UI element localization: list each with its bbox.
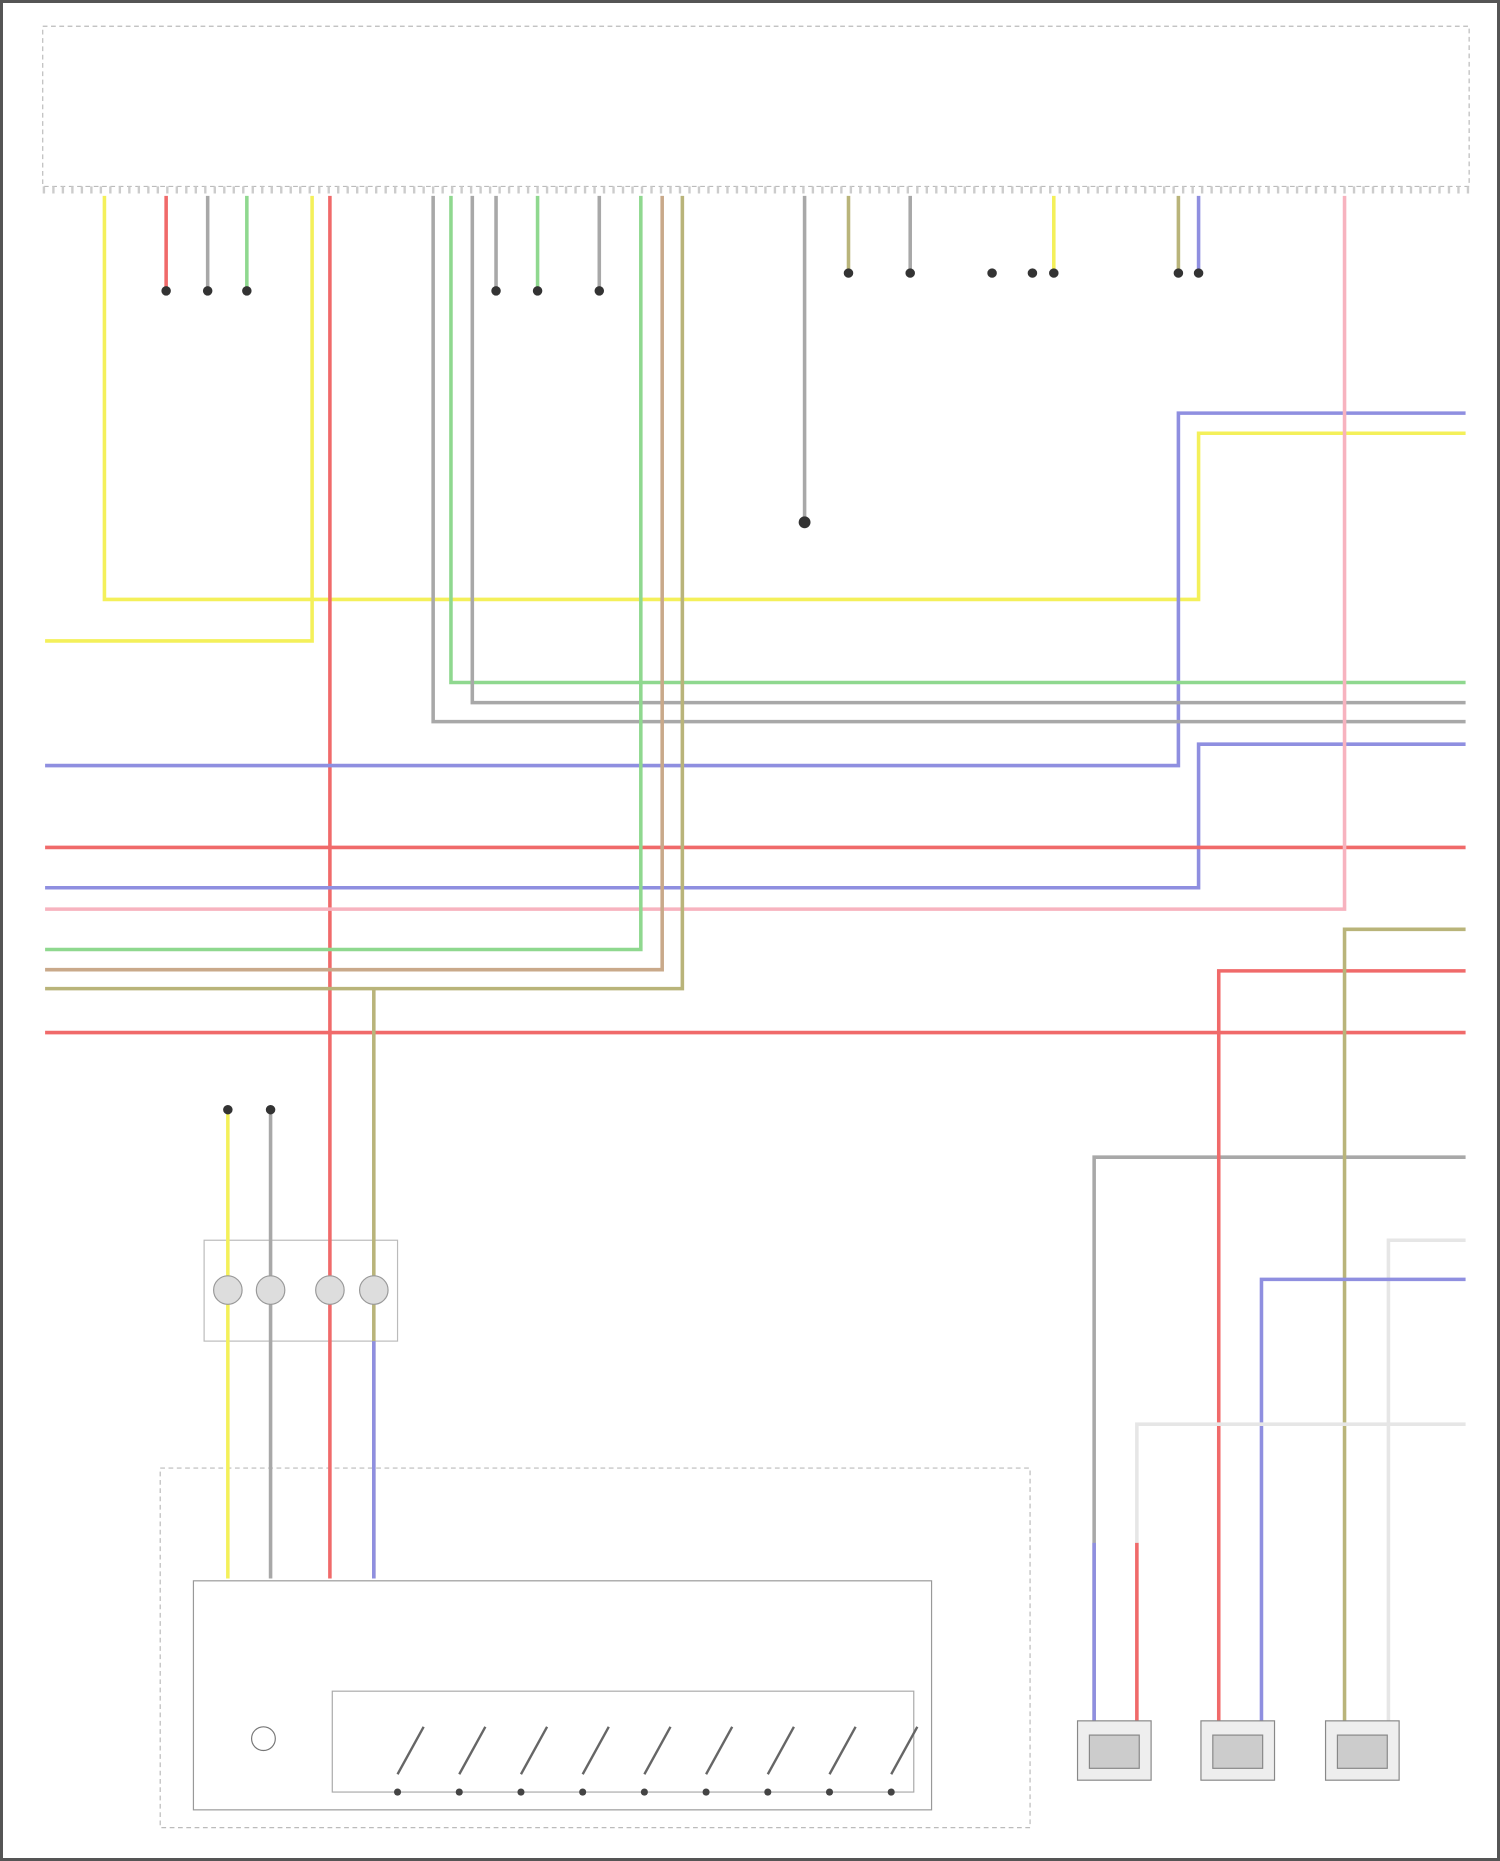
wire-green xyxy=(45,195,643,952)
splice-dot xyxy=(202,286,213,296)
speaker-3-cone xyxy=(1336,1734,1388,1769)
splice-dot xyxy=(987,268,997,278)
ground-icon xyxy=(798,516,811,529)
speaker-1-cone xyxy=(1088,1734,1140,1769)
connector-pin xyxy=(213,1275,243,1305)
switch-contact xyxy=(825,1788,834,1796)
connector-pin xyxy=(255,1275,286,1305)
switch-contact xyxy=(640,1788,648,1796)
splice-dot xyxy=(905,268,915,278)
splice-dot xyxy=(1173,268,1184,278)
splice-dot xyxy=(594,286,605,296)
switch-contact xyxy=(393,1788,402,1796)
splice-dot xyxy=(843,268,854,278)
switch-contact xyxy=(579,1788,587,1796)
wire-brown xyxy=(45,195,664,972)
wire-white xyxy=(1386,1238,1466,1721)
wire-yellow xyxy=(45,195,314,643)
switch-icon xyxy=(705,1726,734,1775)
switch-icon xyxy=(890,1726,919,1775)
splice-dot xyxy=(223,1104,233,1115)
wire-pink xyxy=(45,195,1347,911)
wire-gray xyxy=(1092,1155,1466,1721)
head-module-box xyxy=(42,25,1470,188)
splice-dot xyxy=(532,286,543,296)
switch-contact xyxy=(764,1788,772,1796)
switch-icon xyxy=(766,1726,795,1775)
wires xyxy=(45,195,1466,1721)
splice-dot xyxy=(265,1104,276,1115)
wire-white xyxy=(1135,1422,1466,1721)
wire-green xyxy=(449,195,1466,685)
switch-contact xyxy=(517,1788,525,1796)
resistor-icon xyxy=(250,1726,276,1752)
switch-icon xyxy=(458,1726,487,1775)
wire-olive xyxy=(1342,927,1466,1721)
wire-blue xyxy=(45,742,1466,890)
switch-icon xyxy=(828,1726,857,1775)
splice-dot xyxy=(161,286,171,296)
speaker-2-cone xyxy=(1212,1734,1264,1769)
switch-module-box xyxy=(192,1580,933,1811)
connector-pin xyxy=(358,1275,389,1305)
inline-connector-box xyxy=(203,1239,399,1342)
splice-dot xyxy=(242,286,252,296)
wire-gray xyxy=(431,195,1466,724)
wire-gray xyxy=(470,195,1466,705)
switch-icon xyxy=(581,1726,610,1775)
wire-blue xyxy=(45,411,1466,768)
switch-bus-box xyxy=(331,1690,915,1793)
switch-contact xyxy=(702,1788,710,1796)
steering-switch-assembly-box xyxy=(159,1467,1031,1829)
switch-icon xyxy=(396,1726,425,1775)
wire-olive xyxy=(45,195,685,991)
splice-dot xyxy=(1027,268,1038,278)
wire-red xyxy=(1216,969,1466,1721)
switch-contact xyxy=(887,1788,895,1796)
splice-dot xyxy=(1049,268,1059,278)
switch-icon xyxy=(519,1726,549,1775)
marks xyxy=(161,268,1400,1796)
connector-pin xyxy=(315,1275,345,1305)
splice-dot xyxy=(1193,268,1204,278)
switch-icon xyxy=(643,1726,672,1775)
splice-dot xyxy=(491,286,501,296)
switch-contact xyxy=(455,1788,463,1796)
wire-blue xyxy=(1259,1277,1466,1721)
wire-yellow xyxy=(102,195,1466,602)
